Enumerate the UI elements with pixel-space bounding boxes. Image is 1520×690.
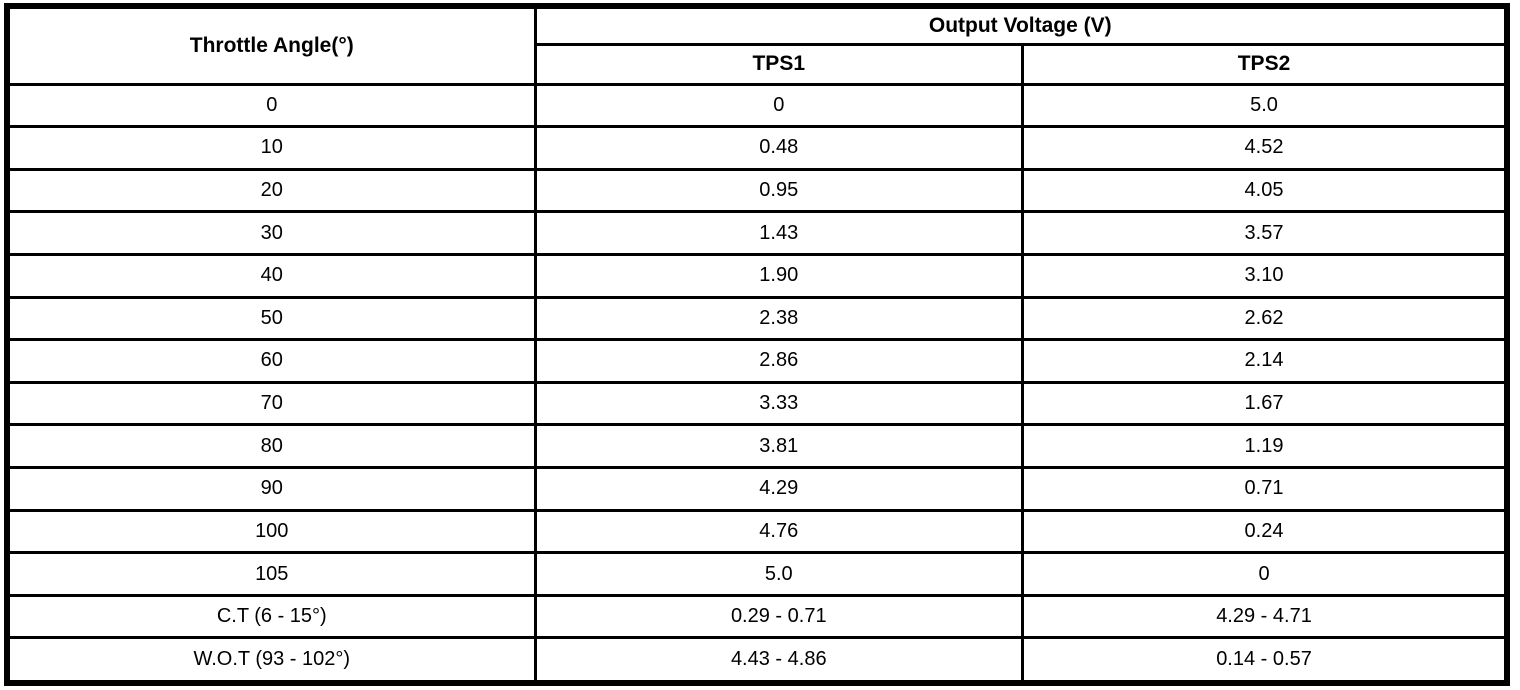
- table-row: 40 1.90 3.10: [5, 252, 1509, 299]
- tps1-cell: 1.90: [533, 252, 1024, 299]
- tps2-cell: 0.24: [1021, 508, 1509, 555]
- table-row: 0 0 5.0: [5, 82, 1509, 129]
- tps1-cell: 0.95: [533, 167, 1024, 214]
- table-row: 100 4.76 0.24: [5, 508, 1509, 555]
- tps2-cell: 5.0: [1021, 82, 1509, 129]
- table-row: 105 5.0 0: [5, 551, 1509, 597]
- throttle-voltage-table: Throttle Angle(°) Output Voltage (V) TPS…: [4, 3, 1510, 686]
- angle-cell: 10: [5, 125, 537, 171]
- table-row: 30 1.43 3.57: [5, 210, 1509, 256]
- tps1-cell: 0.48: [533, 125, 1024, 171]
- tps1-cell: 1.43: [533, 210, 1024, 256]
- tps1-cell: 0: [533, 82, 1024, 129]
- tps2-cell: 0.71: [1021, 465, 1509, 512]
- tps1-cell: 2.38: [533, 295, 1024, 342]
- tps2-header: TPS2: [1021, 42, 1509, 86]
- table-row: 60 2.86 2.14: [5, 338, 1509, 384]
- table-row: 50 2.38 2.62: [5, 295, 1509, 342]
- table-row: 80 3.81 1.19: [5, 423, 1509, 469]
- tps2-cell: 3.10: [1021, 252, 1509, 299]
- angle-cell: C.T (6 - 15°): [5, 593, 537, 640]
- tps1-cell: 4.43 - 4.86: [533, 636, 1024, 685]
- angle-cell: 80: [5, 423, 537, 469]
- angle-cell: 105: [5, 551, 537, 597]
- angle-cell: 100: [5, 508, 537, 555]
- angle-cell: 70: [5, 380, 537, 427]
- output-voltage-header: Output Voltage (V): [533, 4, 1509, 46]
- tps2-cell: 4.05: [1021, 167, 1509, 214]
- throttle-angle-header: Throttle Angle(°): [5, 4, 537, 86]
- tps2-cell: 0: [1021, 551, 1509, 597]
- header-row-group: Throttle Angle(°) Output Voltage (V): [5, 4, 1509, 86]
- tps1-cell: 2.86: [533, 338, 1024, 384]
- angle-cell: 0: [5, 82, 537, 129]
- angle-cell: 50: [5, 295, 537, 342]
- table-row: C.T (6 - 15°) 0.29 - 0.71 4.29 - 4.71: [5, 593, 1509, 640]
- tps1-cell: 5.0: [533, 551, 1024, 597]
- tps1-cell: 3.81: [533, 423, 1024, 469]
- tps2-cell: 2.14: [1021, 338, 1509, 384]
- tps1-header: TPS1: [533, 42, 1024, 86]
- angle-cell: W.O.T (93 - 102°): [5, 636, 537, 685]
- tps2-cell: 4.29 - 4.71: [1021, 593, 1509, 640]
- table-row: 70 3.33 1.67: [5, 380, 1509, 427]
- angle-cell: 40: [5, 252, 537, 299]
- table-row: W.O.T (93 - 102°) 4.43 - 4.86 0.14 - 0.5…: [5, 636, 1509, 685]
- tps2-cell: 2.62: [1021, 295, 1509, 342]
- tps2-cell: 1.19: [1021, 423, 1509, 469]
- table-row: 20 0.95 4.05: [5, 167, 1509, 214]
- tps2-cell: 3.57: [1021, 210, 1509, 256]
- header-row-sub: TPS1 TPS2: [7, 42, 1509, 86]
- tps2-cell: 1.67: [1021, 380, 1509, 427]
- table-row: 90 4.29 0.71: [5, 465, 1509, 512]
- tps1-cell: 0.29 - 0.71: [533, 593, 1024, 640]
- tps1-cell: 4.76: [533, 508, 1024, 555]
- angle-cell: 20: [5, 167, 537, 214]
- tps2-cell: 0.14 - 0.57: [1021, 636, 1509, 685]
- angle-cell: 90: [5, 465, 537, 512]
- angle-cell: 60: [5, 338, 537, 384]
- angle-cell: 30: [5, 210, 537, 256]
- table-row: 10 0.48 4.52: [5, 125, 1509, 171]
- tps1-cell: 3.33: [533, 380, 1024, 427]
- tps2-cell: 4.52: [1021, 125, 1509, 171]
- tps1-cell: 4.29: [533, 465, 1024, 512]
